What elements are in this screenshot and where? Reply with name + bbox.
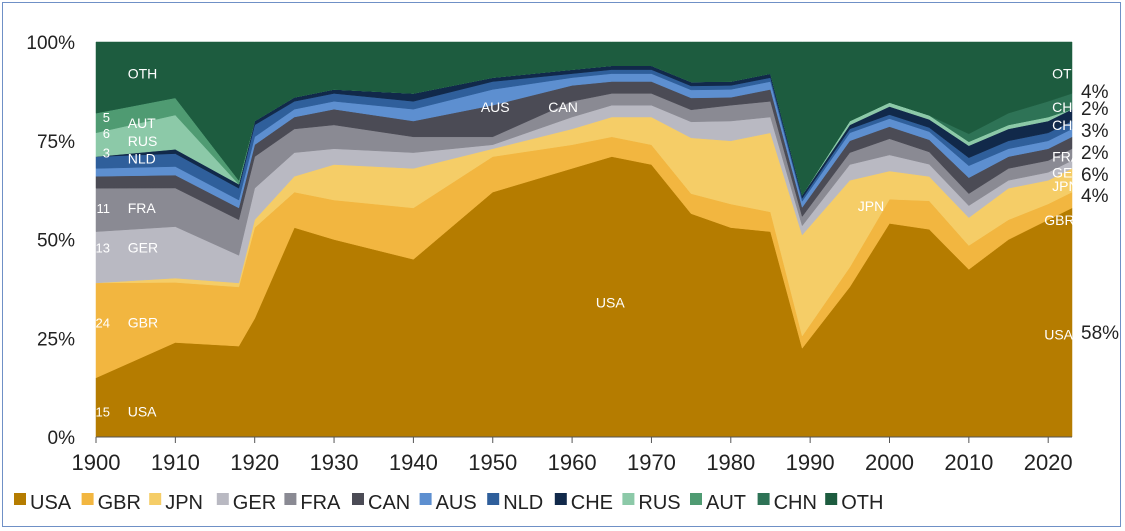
- end-value-label: 2%: [1081, 143, 1109, 164]
- legend-swatch-che: [554, 493, 567, 505]
- area-label-gbr: GBR: [128, 314, 158, 330]
- area-oth: [95, 41, 1073, 196]
- legend-label-jpn: JPN: [165, 492, 203, 514]
- start-value-label: 5: [103, 110, 110, 125]
- legend-label-fra: FRA: [300, 492, 341, 514]
- x-tick-label: 1900: [72, 450, 121, 475]
- area-label-usa: USA: [1044, 326, 1073, 342]
- area-label-rus: RUS: [128, 133, 158, 149]
- x-tick-label: 1960: [548, 450, 597, 475]
- area-label-oth: OTH: [1052, 66, 1082, 82]
- legend-swatch-aus: [419, 493, 432, 505]
- area-label-fra: FRA: [128, 200, 157, 216]
- legend-swatch-fra: [284, 493, 297, 505]
- legend-label-usa: USA: [30, 492, 72, 514]
- x-tick-label: 1910: [151, 450, 200, 475]
- legend-swatch-rus: [622, 493, 635, 505]
- area-label-ger: GER: [128, 239, 158, 255]
- end-value-label: 58%: [1081, 323, 1119, 344]
- legend-label-can: CAN: [368, 492, 410, 514]
- area-label-nld: NLD: [128, 151, 156, 167]
- x-tick-label: 1920: [230, 450, 279, 475]
- area-label-ger: GER: [1052, 164, 1082, 180]
- area-label-usa: USA: [128, 403, 157, 419]
- area-label-usa: USA: [596, 295, 625, 311]
- area-label-oth: OTH: [128, 66, 158, 82]
- x-tick-label: 1950: [468, 450, 517, 475]
- end-value-label: 6%: [1081, 165, 1109, 186]
- x-tick-label: 2020: [1024, 450, 1073, 475]
- legend-swatch-can: [352, 493, 364, 505]
- legend-swatch-aut: [690, 493, 702, 505]
- y-tick-label: 25%: [37, 329, 75, 350]
- legend-label-rus: RUS: [638, 492, 680, 514]
- legend-label-gbr: GBR: [98, 492, 141, 514]
- area-label-che: CHE: [1052, 117, 1082, 133]
- start-value-label: 13: [96, 240, 110, 255]
- legend-label-ger: GER: [233, 492, 276, 514]
- start-value-label: 15: [96, 404, 110, 419]
- x-tick-label: 2010: [944, 450, 993, 475]
- legend-label-che: CHE: [571, 492, 613, 514]
- legend-swatch-chn: [757, 493, 770, 505]
- legend-label-aut: AUT: [706, 492, 746, 514]
- start-value-label: 11: [97, 201, 111, 216]
- y-tick-label: 100%: [26, 33, 75, 54]
- end-value-label: 3%: [1081, 121, 1109, 142]
- x-tick-label: 1990: [786, 450, 835, 475]
- area-label-aut: AUT: [128, 115, 156, 131]
- y-tick-label: 0%: [48, 428, 76, 449]
- area-label-fra: FRA: [1052, 149, 1081, 165]
- x-tick-label: 1930: [310, 450, 359, 475]
- legend-swatch-gbr: [81, 493, 94, 505]
- x-tick-label: 1940: [389, 450, 438, 475]
- end-value-label: 4%: [1081, 186, 1109, 207]
- legend-label-oth: OTH: [841, 492, 883, 514]
- y-tick-label: 75%: [37, 132, 75, 153]
- start-value-label: 3: [103, 146, 110, 161]
- x-tick-label: 1980: [706, 450, 755, 475]
- start-value-label: 24: [96, 315, 110, 330]
- area-label-jpn: JPN: [858, 198, 884, 214]
- legend-swatch-usa: [14, 493, 26, 505]
- x-tick-label: 1970: [627, 450, 676, 475]
- y-tick-label: 50%: [37, 231, 75, 252]
- end-value-label: 4%: [1081, 82, 1109, 103]
- end-value-label: 2%: [1081, 99, 1109, 120]
- area-label-aus: AUS: [481, 99, 510, 115]
- legend-label-nld: NLD: [503, 492, 543, 514]
- legend-swatch-jpn: [149, 493, 162, 505]
- x-tick-label: 2000: [865, 450, 914, 475]
- area-label-jpn: JPN: [1052, 178, 1078, 194]
- legend-swatch-ger: [216, 493, 229, 505]
- legend-swatch-nld: [487, 493, 500, 505]
- area-label-gbr: GBR: [1044, 212, 1074, 228]
- area-label-chn: CHN: [1052, 99, 1082, 115]
- legend-swatch-oth: [825, 493, 838, 505]
- legend-label-chn: CHN: [774, 492, 817, 514]
- start-value-label: 6: [103, 126, 110, 141]
- legend-label-aus: AUS: [436, 492, 477, 514]
- area-label-can: CAN: [548, 99, 578, 115]
